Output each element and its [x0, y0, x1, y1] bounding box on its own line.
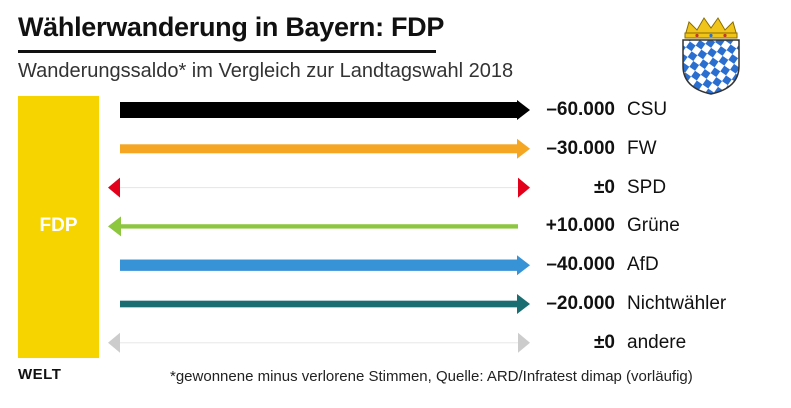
arrow-shaft	[120, 102, 518, 118]
arrow-head-right	[518, 177, 530, 198]
arrow-head-left	[108, 177, 120, 198]
arrow-head	[517, 255, 530, 276]
arrow-head-right	[518, 332, 530, 353]
source-footnote: *gewonnene minus verlorene Stimmen, Quel…	[170, 368, 693, 385]
category-label-csu: CSU	[627, 99, 668, 120]
welt-logo: WELT	[18, 366, 62, 383]
arrow-head-left	[108, 332, 120, 353]
category-label-nichtw-hler: Nichtwähler	[627, 293, 727, 314]
arrow-fw	[120, 138, 530, 159]
value-label-gr-ne: +10.000	[545, 215, 615, 237]
value-label-csu: –60.000	[546, 99, 615, 120]
party-label: FDP	[39, 215, 78, 236]
arrow-shaft	[120, 144, 518, 154]
arrow-csu	[120, 100, 530, 120]
category-label-fw: FW	[627, 137, 657, 159]
value-label-spd: ±0	[594, 176, 615, 198]
value-label-afd: –40.000	[546, 254, 615, 276]
category-label-andere: andere	[627, 331, 687, 353]
arrow-gr-ne	[108, 216, 518, 237]
arrow-andere	[108, 332, 530, 353]
title-rule	[18, 50, 436, 53]
arrow-shaft	[120, 300, 518, 308]
category-label-afd: AfD	[627, 254, 659, 276]
party-block: FDP	[18, 96, 99, 358]
value-label-andere: ±0	[594, 331, 615, 353]
arrow-shaft	[120, 224, 518, 229]
arrow-head	[517, 294, 530, 314]
chart-subtitle: Wanderungssaldo* im Vergleich zur Landta…	[18, 60, 514, 82]
category-label-gr-ne: Grüne	[627, 215, 680, 237]
value-label-nichtw-hler: –20.000	[546, 293, 615, 314]
arrow-line	[120, 187, 518, 189]
arrow-nichtw-hler	[120, 294, 530, 314]
arrow-shaft	[120, 259, 518, 271]
arrow-head	[108, 216, 121, 237]
value-label-fw: –30.000	[546, 137, 615, 159]
chart-title: Wählerwanderung in Bayern: FDP	[18, 12, 445, 42]
category-label-spd: SPD	[627, 176, 667, 198]
arrow-head	[517, 138, 530, 159]
arrow-head	[517, 100, 530, 120]
arrow-line	[120, 342, 518, 344]
bavaria-crest-icon	[682, 17, 740, 95]
arrow-spd	[108, 177, 530, 198]
arrow-afd	[120, 255, 530, 276]
